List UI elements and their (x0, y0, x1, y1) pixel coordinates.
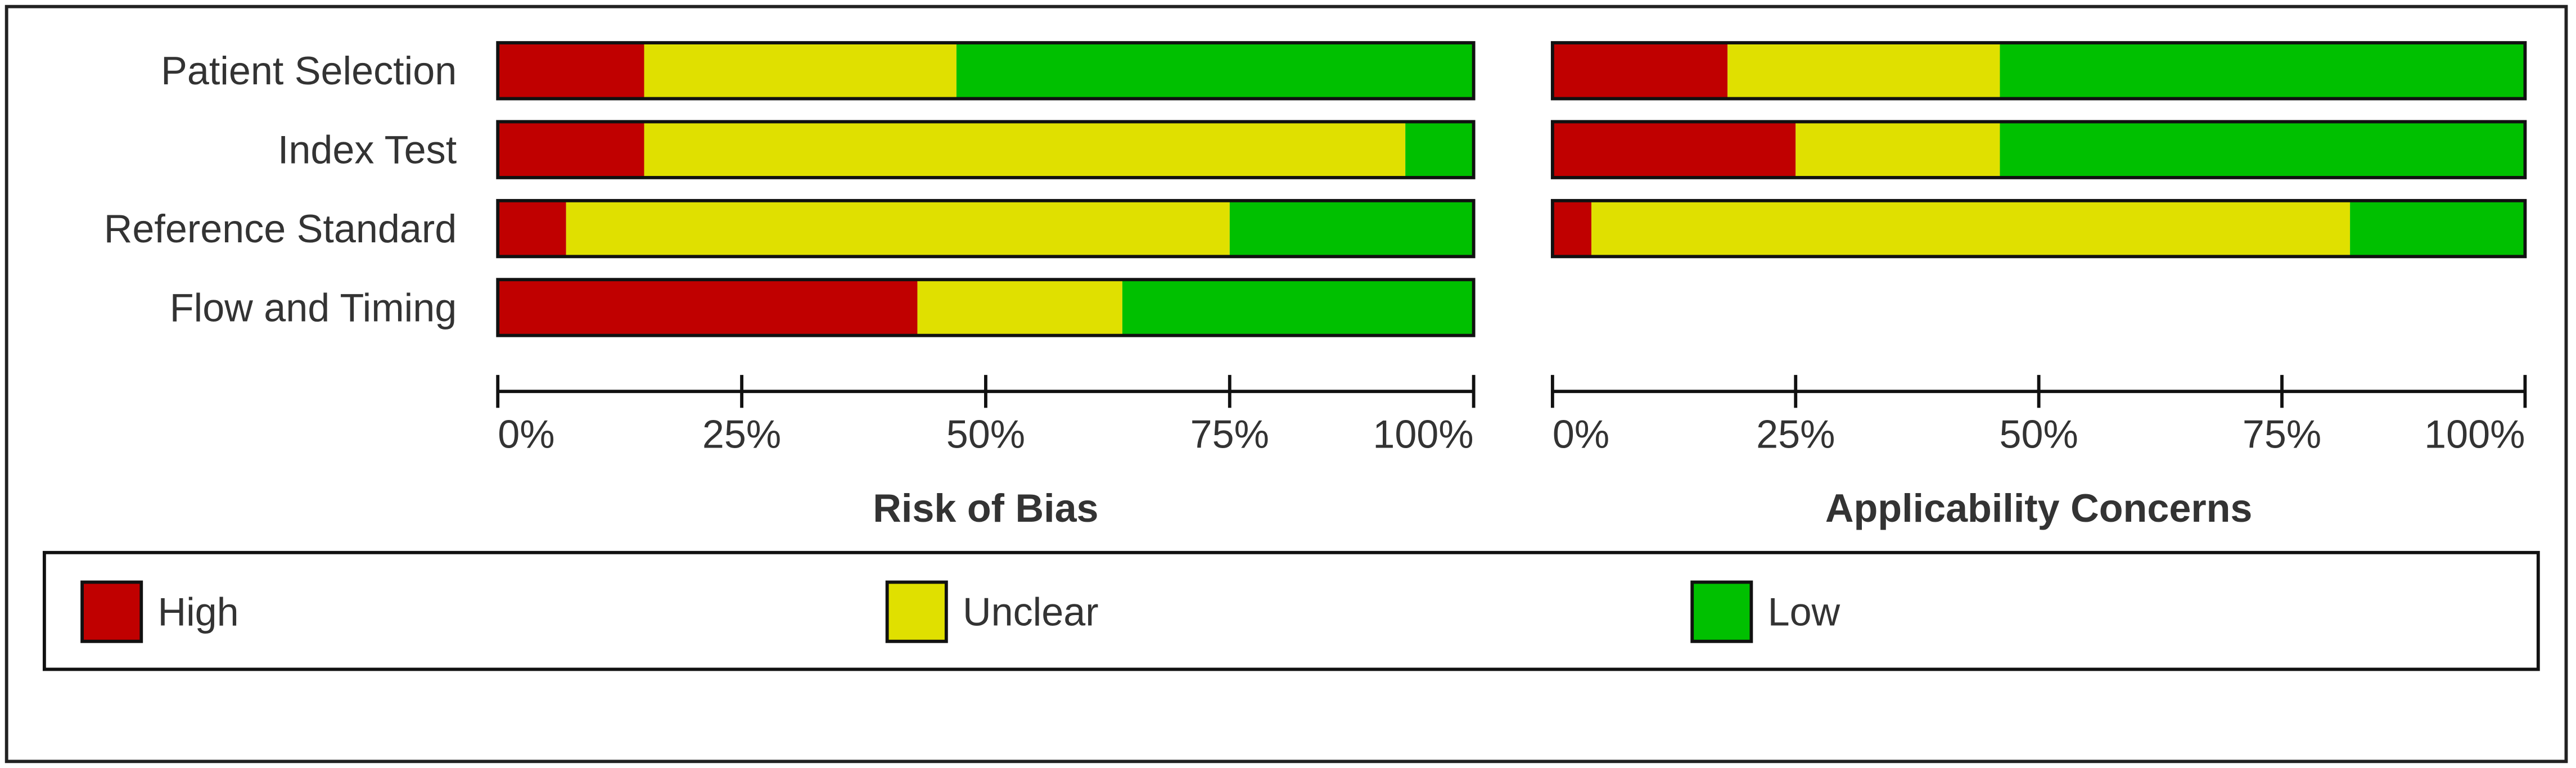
panel-title: Risk of Bias (873, 486, 1098, 530)
bar-outline (1550, 198, 2527, 259)
category-label: Flow and Timing (170, 285, 457, 329)
legend-swatch (80, 580, 143, 643)
x-tick-label: 75% (1190, 412, 1269, 457)
bar-segment (1552, 121, 1796, 178)
bar-segment (498, 279, 918, 336)
legend-swatch (885, 580, 948, 643)
bar-segment (1795, 121, 2000, 178)
x-tick-label: 100% (1373, 412, 1473, 457)
legend-box (42, 550, 2540, 671)
bar-segment (2000, 43, 2525, 99)
bar-segment (1591, 200, 2351, 257)
bar-outline (1550, 120, 2527, 179)
bar-segment (2000, 121, 2525, 178)
bar-segment (1229, 200, 1474, 257)
bar-segment (1727, 43, 2000, 99)
x-tick-label: 75% (2243, 412, 2321, 457)
legend-label: High (157, 589, 238, 634)
bar-outline (496, 198, 1476, 259)
x-tick-label: 0% (1553, 412, 1609, 457)
panel-title: Applicability Concerns (1825, 486, 2253, 530)
bar-segment (644, 121, 1406, 178)
x-tick-label: 50% (1999, 412, 2078, 457)
bar-segment (498, 43, 644, 99)
bar-segment (498, 200, 566, 257)
bar-segment (1552, 200, 1592, 257)
bar-segment (498, 121, 644, 178)
bar-outline (496, 41, 1476, 101)
bar-segment (566, 200, 1230, 257)
bar-outline (496, 120, 1476, 179)
x-tick-label: 50% (946, 412, 1025, 457)
bar-segment (956, 43, 1474, 99)
legend-label: Low (1768, 589, 1840, 634)
bar-outline (1550, 41, 2527, 101)
bar-segment (2350, 200, 2525, 257)
bar-segment (1122, 279, 1474, 336)
legend-label: Unclear (963, 589, 1099, 634)
bar-outline (496, 278, 1476, 337)
category-label: Index Test (278, 128, 457, 172)
legend-swatch (1690, 580, 1753, 643)
x-tick-label: 25% (702, 412, 781, 457)
x-tick-label: 25% (1756, 412, 1835, 457)
x-tick-label: 0% (498, 412, 554, 457)
bar-segment (917, 279, 1122, 336)
bar-segment (1405, 121, 1474, 178)
x-tick-label: 100% (2424, 412, 2525, 457)
bar-segment (1552, 43, 1728, 99)
bar-segment (644, 43, 957, 99)
category-label: Reference Standard (104, 206, 457, 251)
category-label: Patient Selection (161, 48, 457, 93)
